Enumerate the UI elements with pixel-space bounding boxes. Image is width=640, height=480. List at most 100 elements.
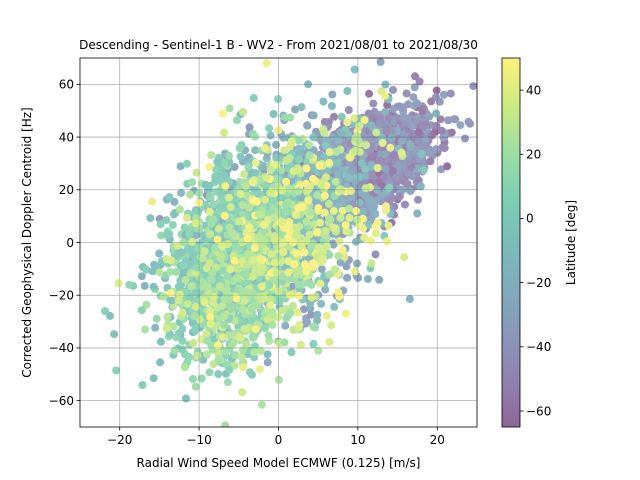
y-tick-label: 40 (59, 130, 74, 144)
scatter-point (233, 264, 242, 273)
scatter-point (155, 249, 164, 258)
scatter-point (351, 267, 360, 276)
scatter-point (231, 351, 240, 359)
x-axis-label: Radial Wind Speed Model ECMWF (0.125) [m… (137, 456, 421, 470)
scatter-point (361, 165, 370, 174)
scatter-point (221, 347, 230, 356)
scatter-point (410, 83, 419, 92)
colorbar-tick-label: −60 (526, 404, 551, 418)
scatter-point (150, 260, 159, 269)
scatter-point (321, 226, 330, 235)
scatter-point (170, 210, 178, 219)
scatter-point (328, 239, 337, 248)
colorbar-tick-label: 40 (526, 83, 541, 97)
scatter-point (162, 230, 171, 239)
scatter-point (303, 121, 312, 130)
scatter-point (390, 151, 399, 160)
scatter-point (305, 141, 314, 150)
scatter-point (395, 192, 404, 201)
scatter-point (267, 187, 276, 196)
scatter-point (399, 114, 408, 122)
scatter-point (243, 260, 251, 269)
scatter-point (431, 145, 440, 154)
scatter-point (353, 215, 362, 224)
scatter-point (427, 97, 436, 106)
scatter-point (191, 287, 200, 296)
scatter-point (209, 215, 218, 224)
scatter-point (360, 233, 369, 242)
scatter-point (355, 122, 364, 130)
scatter-point (141, 325, 149, 334)
scatter-point (189, 339, 198, 347)
scatter-point (383, 237, 391, 246)
scatter-point (278, 218, 287, 227)
scatter-point (168, 221, 177, 229)
scatter-point (195, 224, 204, 233)
scatter-point (330, 112, 338, 121)
scatter-point (225, 104, 234, 113)
scatter-point (358, 208, 367, 217)
scatter-point (449, 115, 458, 124)
scatter-point (233, 246, 242, 255)
scatter-point (177, 188, 186, 197)
scatter-point (362, 141, 371, 150)
scatter-point (213, 158, 222, 167)
scatter-point (263, 350, 272, 359)
scatter-point (403, 169, 412, 178)
scatter-point (294, 280, 303, 289)
scatter-point (361, 184, 370, 193)
scatter-point (336, 213, 345, 222)
scatter-point (331, 177, 340, 186)
scatter-point (335, 237, 344, 246)
colorbar-tick-label: −20 (526, 276, 551, 290)
scatter-point (364, 109, 373, 118)
scatter-point (350, 114, 359, 123)
scatter-point (309, 174, 318, 183)
scatter-point (179, 238, 188, 247)
scatter-point (206, 307, 214, 316)
x-tick-label: −10 (186, 433, 211, 447)
scatter-point (207, 151, 216, 160)
scatter-point (307, 310, 316, 319)
scatter-point (218, 266, 227, 275)
scatter-point (352, 132, 361, 141)
scatter-point (180, 223, 189, 232)
scatter-point (309, 111, 318, 120)
scatter-point (227, 305, 235, 314)
scatter-point (269, 110, 278, 118)
scatter-point (230, 163, 239, 171)
scatter-point (426, 157, 435, 166)
scatter-point (277, 166, 286, 175)
scatter-point (340, 252, 349, 261)
scatter-point (344, 130, 352, 139)
scatter-point (325, 250, 334, 259)
scatter-point (299, 305, 308, 314)
scatter-point (392, 173, 401, 182)
scatter-point (251, 267, 260, 276)
scatter-point (238, 346, 247, 355)
scatter-point (170, 346, 179, 355)
scatter-point (200, 298, 209, 307)
scatter-point (274, 252, 282, 261)
scatter-point (261, 195, 270, 204)
scatter-point (238, 388, 247, 397)
scatter-point (320, 129, 329, 138)
scatter-point (214, 349, 223, 358)
colorbar-frame (501, 57, 521, 428)
colorbar-tick-label: 20 (526, 148, 541, 162)
scatter-point (206, 319, 215, 328)
scatter-point (200, 247, 209, 256)
scatter-point (375, 275, 384, 284)
scatter-point (341, 309, 350, 318)
scatter-point (377, 191, 386, 200)
scatter-point (274, 313, 283, 322)
scatter-point (238, 305, 247, 314)
scatter-point (263, 358, 272, 367)
scatter-point (280, 338, 289, 347)
scatter-point (179, 268, 188, 277)
scatter-point (165, 193, 174, 202)
scatter-point (321, 141, 330, 150)
scatter-point (411, 72, 419, 81)
scatter-point (205, 163, 214, 172)
scatter-point (191, 219, 200, 228)
